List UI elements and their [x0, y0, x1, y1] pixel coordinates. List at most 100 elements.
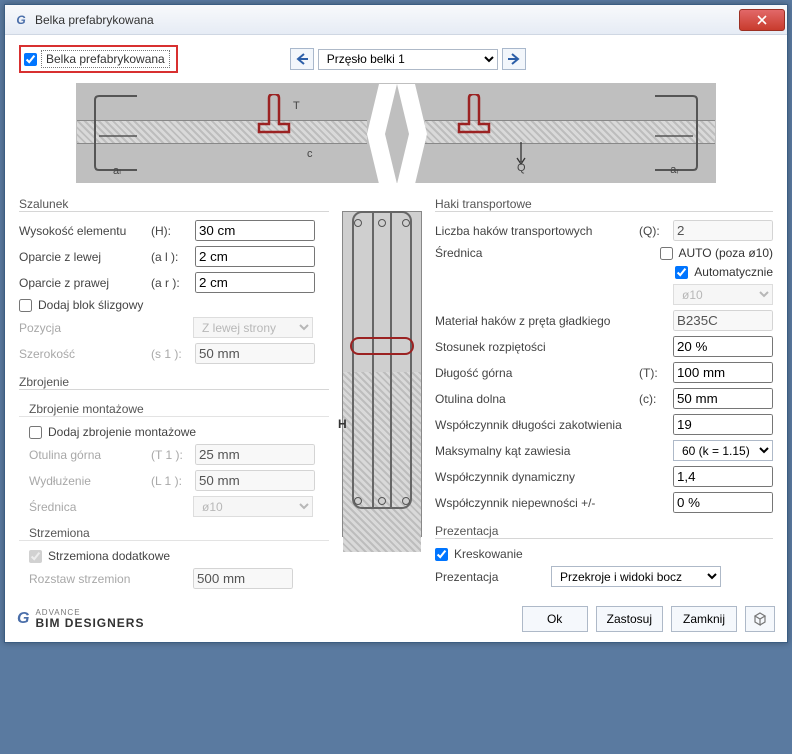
cb-kreskowanie[interactable] — [435, 548, 448, 561]
close-button[interactable] — [739, 9, 785, 31]
col-left: Szalunek Wysokość elementu (H): Oparcie z… — [19, 191, 329, 594]
content-area: Belka prefabrykowana Przęsło belki 1 — [5, 35, 787, 602]
sub-zbrojenie-montazowe: Zbrojenie montażowe — [19, 398, 329, 417]
label-wydluzenie: Wydłużenie — [29, 474, 145, 488]
sym-ar: (a r ): — [151, 276, 189, 290]
sub-strzemiona: Strzemiona — [19, 522, 329, 541]
section-szalunek: Szalunek — [19, 191, 329, 212]
input-otulina-gorna — [195, 444, 315, 465]
logo-icon: G — [17, 610, 29, 628]
logo: G ADVANCE BIM DESIGNERS — [17, 609, 514, 629]
label-wsp-zakot: Współczynnik długości zakotwienia — [435, 418, 667, 432]
span-selector: Przęsło belki 1 — [290, 48, 526, 70]
span-select[interactable]: Przęsło belki 1 — [318, 49, 498, 70]
label-ar: aᵣ — [670, 164, 679, 176]
input-wsp-zakot[interactable] — [673, 414, 773, 435]
break-symbol — [367, 84, 427, 184]
input-wysokosc[interactable] — [195, 220, 315, 241]
select-max-kat[interactable]: 60 (k = 1.15) — [673, 440, 773, 461]
sym-al: (a l ): — [151, 250, 189, 264]
input-szerokosc — [195, 343, 315, 364]
window-title: Belka prefabrykowana — [35, 13, 739, 27]
label-auto2: Automatycznie — [694, 265, 773, 279]
elevation-diagram: T c Q aₗ aᵣ — [76, 83, 716, 183]
arrow-right-icon — [507, 52, 521, 66]
select-prezentacja[interactable]: Przekroje i widoki bocz — [551, 566, 721, 587]
section-haki: Haki transportowe — [435, 191, 773, 212]
section-diagram: H — [342, 197, 422, 537]
input-dlugosc-gorna[interactable] — [673, 362, 773, 383]
select-pozycja: Z lewej strony — [193, 317, 313, 338]
label-auto1: AUTO (poza ø10) — [679, 246, 773, 260]
label-srednica-h: Średnica — [435, 246, 639, 260]
label-oparcie-r: Oparcie z prawej — [19, 276, 145, 290]
next-span-button[interactable] — [502, 48, 526, 70]
label-max-kat: Maksymalny kąt zawiesia — [435, 444, 667, 458]
label-H: H — [338, 417, 347, 431]
cb-dodaj-zbrojenie[interactable] — [29, 426, 42, 439]
input-wsp-niep[interactable] — [673, 492, 773, 513]
cube-icon — [753, 612, 767, 626]
label-al: aₗ — [113, 164, 121, 177]
cb-auto1[interactable] — [660, 247, 673, 260]
label-c: c — [307, 148, 313, 160]
sym-c: (c): — [639, 392, 667, 406]
titlebar: G Belka prefabrykowana — [5, 5, 787, 35]
input-wydluzenie — [195, 470, 315, 491]
close-footer-button[interactable]: Zamknij — [671, 606, 737, 632]
select-srednica-h: ø10 — [673, 284, 773, 305]
app-icon: G — [13, 12, 29, 28]
precast-checkbox[interactable] — [24, 53, 37, 66]
label-Q: Q — [517, 162, 526, 174]
section-prezentacja: Prezentacja — [435, 518, 773, 539]
label-pozycja: Pozycja — [19, 321, 187, 335]
label-stosunek: Stosunek rozpiętości — [435, 340, 667, 354]
input-oparcie-r[interactable] — [195, 272, 315, 293]
select-srednica-zb: ø10 — [193, 496, 313, 517]
precast-label: Belka prefabrykowana — [41, 50, 170, 68]
sym-H: (H): — [151, 224, 189, 238]
label-rozstaw: Rozstaw strzemion — [29, 572, 187, 586]
label-material: Materiał haków z pręta gładkiego — [435, 314, 667, 328]
label-dodaj-zbrojenie: Dodaj zbrojenie montażowe — [48, 425, 196, 439]
input-stosunek[interactable] — [673, 336, 773, 357]
label-liczba: Liczba haków transportowych — [435, 224, 633, 238]
col-right: Haki transportowe Liczba haków transport… — [435, 191, 773, 594]
sym-s1: (s 1 ): — [151, 347, 189, 361]
lifting-hook-2 — [457, 94, 491, 138]
input-rozstaw — [193, 568, 293, 589]
input-oparcie-l[interactable] — [195, 246, 315, 267]
label-oparcie-l: Oparcie z lewej — [19, 250, 145, 264]
label-srednica-zb: Średnica — [29, 500, 187, 514]
label-T: T — [293, 100, 300, 112]
label-dlugosc-gorna: Długość górna — [435, 366, 633, 380]
sym-L1: (L 1 ): — [151, 474, 189, 488]
input-otulina-dolna[interactable] — [673, 388, 773, 409]
arrow-left-icon — [295, 52, 309, 66]
prev-span-button[interactable] — [290, 48, 314, 70]
sym-T1: (T 1 ): — [151, 448, 189, 462]
label-otulina-gorna: Otulina górna — [29, 448, 145, 462]
label-szerokosc: Szerokość — [19, 347, 145, 361]
label-wysokosc: Wysokość elementu — [19, 224, 145, 238]
footer: G ADVANCE BIM DESIGNERS Ok Zastosuj Zamk… — [5, 602, 787, 642]
section-zbrojenie: Zbrojenie — [19, 369, 329, 390]
input-liczba — [673, 220, 773, 241]
precast-checkbox-highlight: Belka prefabrykowana — [19, 45, 178, 73]
ok-button[interactable]: Ok — [522, 606, 588, 632]
logo-bottom: BIM DESIGNERS — [35, 617, 144, 629]
label-prezentacja-sel: Prezentacja — [435, 570, 545, 584]
cb-dodaj-blok[interactable] — [19, 299, 32, 312]
input-material — [673, 310, 773, 331]
label-wsp-niep: Współczynnik niepewności +/- — [435, 496, 667, 510]
label-dodaj-blok: Dodaj blok ślizgowy — [38, 298, 143, 312]
dialog-window: G Belka prefabrykowana Belka prefabrykow… — [4, 4, 788, 643]
label-strzemiona-dodatkowe: Strzemiona dodatkowe — [48, 549, 170, 563]
col-mid: H — [337, 191, 427, 594]
cb-auto2[interactable] — [675, 266, 688, 279]
label-kreskowanie: Kreskowanie — [454, 547, 773, 561]
apply-button[interactable]: Zastosuj — [596, 606, 663, 632]
input-wsp-dyn[interactable] — [673, 466, 773, 487]
settings-button[interactable] — [745, 606, 775, 632]
close-icon — [757, 15, 767, 25]
